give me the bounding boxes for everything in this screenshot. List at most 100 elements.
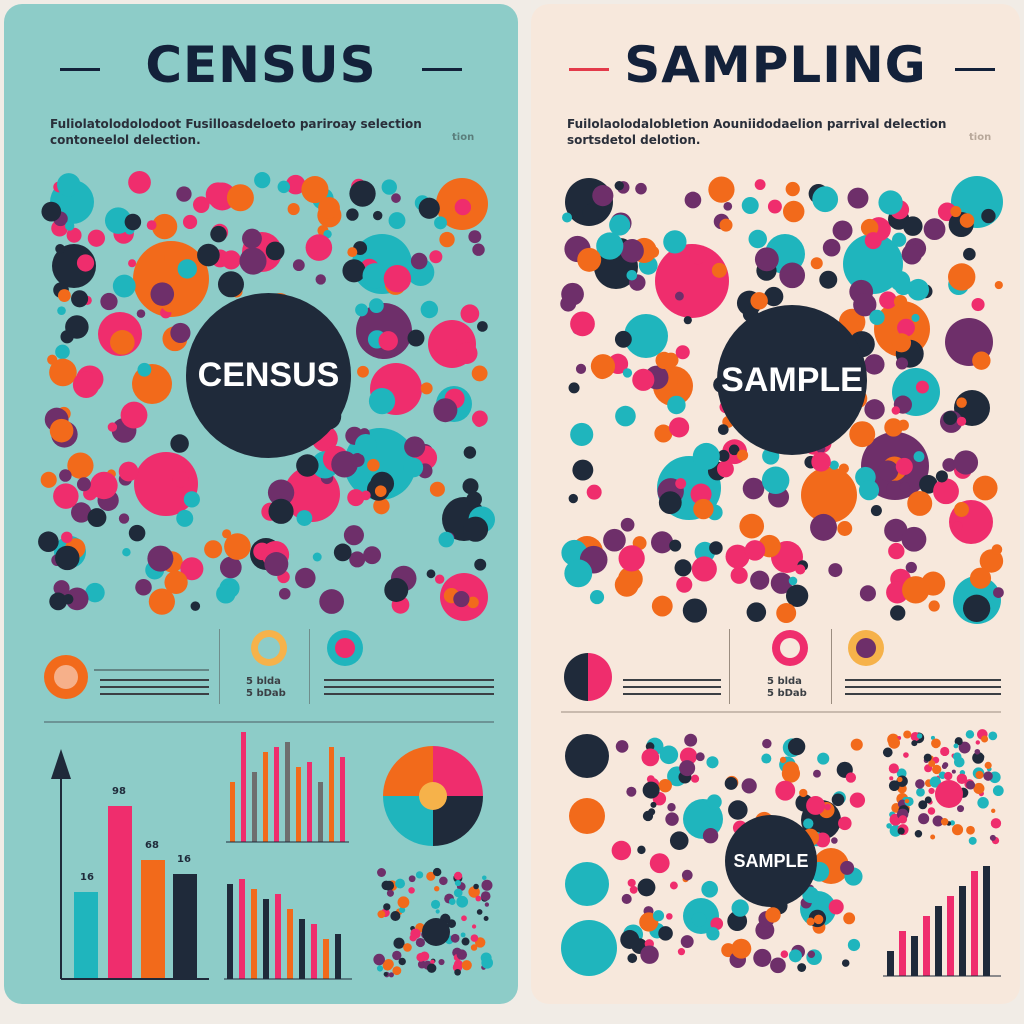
confetti-dot (461, 937, 470, 946)
dot (754, 247, 779, 272)
dot (76, 477, 91, 492)
dot (570, 422, 594, 447)
dot (691, 912, 707, 927)
dot (49, 592, 68, 611)
dot (832, 220, 853, 241)
dot (190, 601, 201, 611)
confetti-dot (928, 760, 936, 767)
confetti-dot (452, 962, 463, 973)
large-bubble (134, 452, 198, 516)
dot (347, 247, 358, 258)
dot (806, 949, 822, 965)
dot (706, 794, 722, 810)
confetti-dot (415, 871, 424, 879)
dot (466, 491, 482, 508)
confetti-dot (454, 968, 461, 976)
dot (222, 529, 232, 539)
confetti-dot (408, 875, 416, 883)
dot (702, 827, 719, 844)
confetti-dot (940, 746, 950, 757)
dot (618, 545, 645, 572)
dot (682, 598, 707, 623)
dot (911, 313, 920, 322)
confetti-dot (966, 780, 976, 790)
dot (847, 938, 861, 952)
confetti-dot (383, 971, 388, 977)
dot (265, 241, 285, 261)
dot (748, 229, 767, 249)
dot (429, 481, 445, 497)
dot (658, 926, 673, 941)
mini-bar (311, 924, 317, 979)
confetti-dot (481, 956, 494, 969)
mini-bar (307, 762, 312, 842)
confetti-dot (384, 880, 395, 891)
dot (128, 259, 137, 268)
mini-bar (239, 879, 245, 979)
confetti-dot (480, 891, 491, 901)
dot (603, 528, 626, 552)
dot (627, 878, 636, 887)
dot (592, 185, 614, 207)
census-subtitle: Fuliolatolodolodoot Fusilloasdeloeto par… (50, 117, 422, 147)
dot (118, 461, 139, 482)
dot (57, 289, 71, 302)
dot (192, 196, 210, 213)
dot (787, 737, 806, 756)
dot (477, 321, 488, 332)
stats-divider-2 (831, 629, 832, 704)
census-center-circle: CENSUS (186, 293, 351, 458)
dot (677, 948, 686, 956)
dot (57, 173, 81, 197)
dot (404, 436, 426, 458)
dot (915, 380, 929, 394)
dot (590, 354, 616, 379)
dot (943, 411, 958, 425)
dot (55, 545, 80, 571)
confetti-dot (952, 752, 962, 761)
confetti-dot (426, 963, 437, 973)
mini-bar (263, 899, 269, 979)
confetti-dot (991, 808, 996, 814)
dot (373, 210, 383, 221)
dot (659, 745, 679, 765)
dot (420, 382, 433, 395)
confetti-dot (911, 740, 918, 747)
stats-divider-2 (309, 629, 310, 704)
census-charts (44, 630, 494, 980)
dot (795, 564, 806, 575)
dot (53, 483, 79, 509)
dot (650, 801, 657, 808)
dot (381, 179, 397, 195)
dot (725, 544, 750, 569)
dot (741, 197, 759, 215)
dot (112, 274, 136, 298)
dot (575, 363, 587, 374)
census-stat-label-1: 5 blda (246, 676, 281, 687)
dot (723, 201, 733, 211)
dot (641, 748, 660, 767)
stat-ring-inner (856, 638, 876, 658)
dot (468, 230, 482, 244)
dot (137, 362, 152, 377)
dot (572, 459, 594, 481)
title-dash-left (60, 68, 100, 71)
dot (63, 593, 74, 605)
dot (128, 171, 151, 194)
dot (655, 351, 673, 369)
dot (849, 792, 866, 808)
dot (680, 935, 694, 949)
dot (197, 243, 220, 267)
dot (684, 733, 698, 747)
dot (884, 518, 908, 543)
dot (204, 540, 223, 559)
stat-ring-inner (54, 665, 78, 689)
bar (74, 892, 98, 978)
dot (367, 458, 380, 472)
dot (460, 304, 480, 324)
dot (418, 197, 440, 219)
confetti-dot (974, 748, 981, 755)
dot (453, 590, 470, 608)
dot (264, 552, 289, 577)
dot (456, 342, 478, 364)
